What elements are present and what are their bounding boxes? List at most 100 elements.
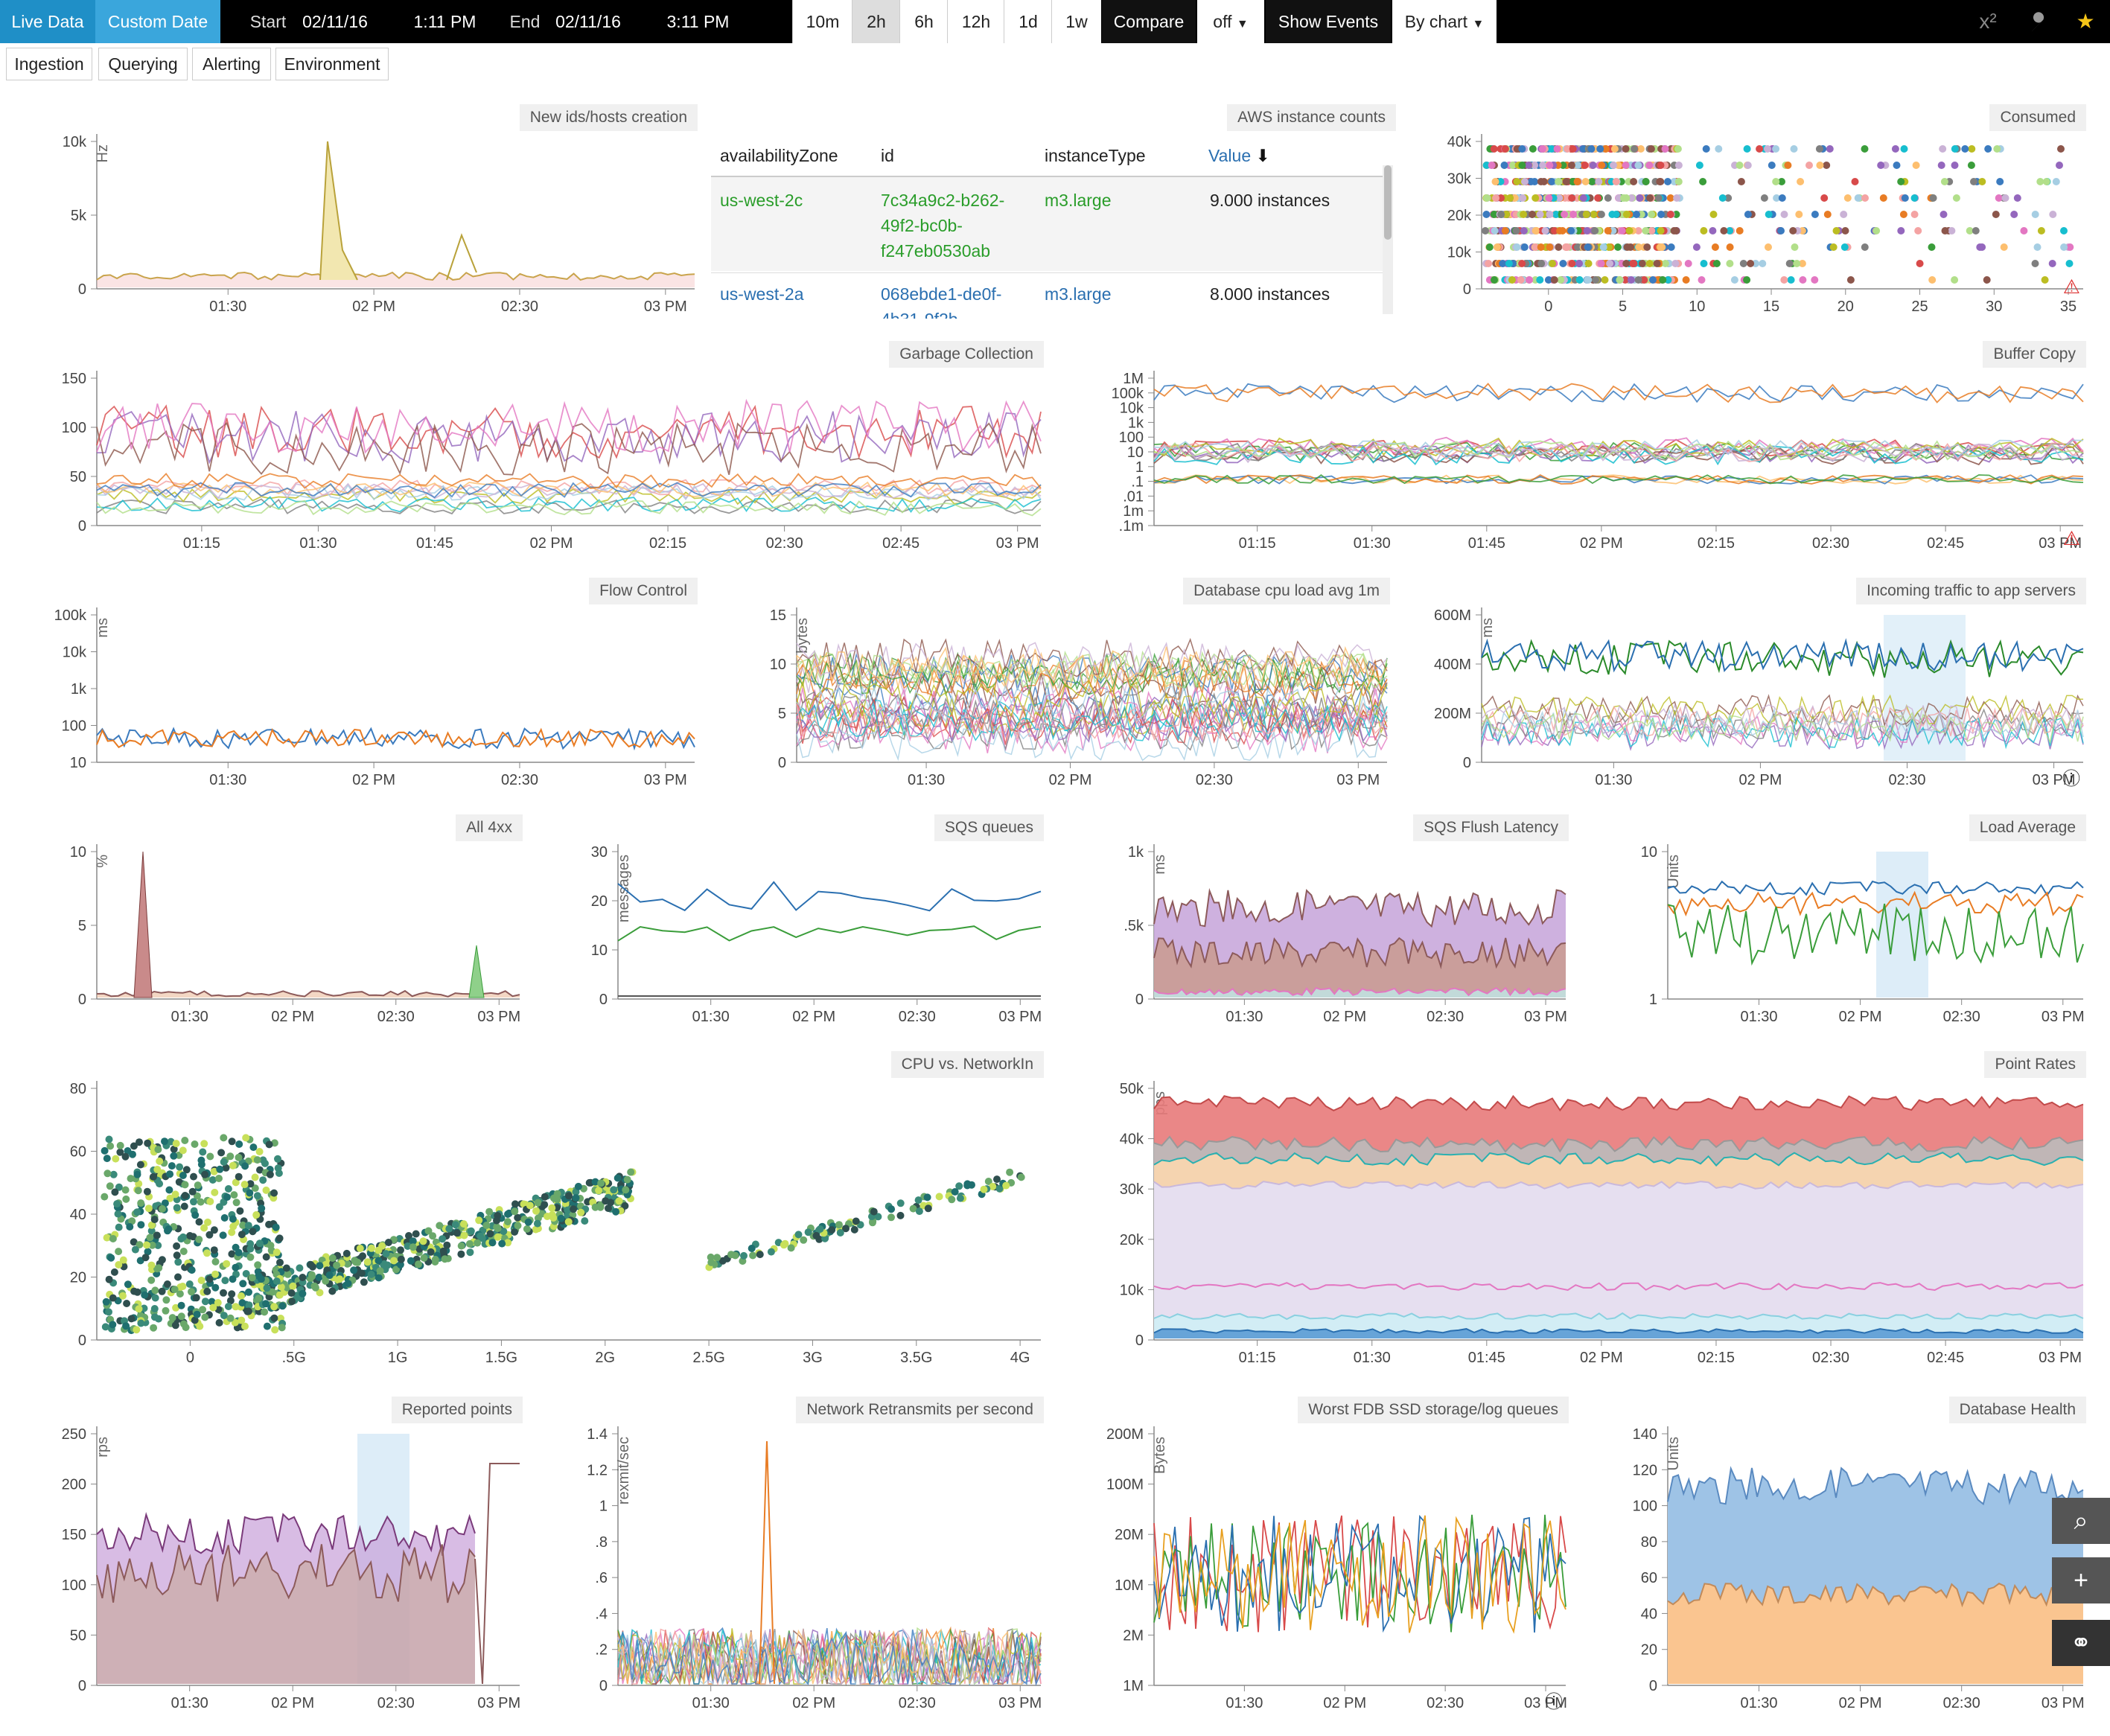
compare-button[interactable]: Compare	[1102, 0, 1196, 43]
chart-fdb-queues[interactable]: 200M 100M 20M 10M 2M 1M Bytes 01:30 02 PM 02:30 03…	[1072, 1397, 1575, 1724]
scatter-point	[287, 1289, 296, 1297]
scatter-point	[2041, 276, 2049, 284]
scatter-point	[541, 1201, 549, 1209]
y-tick-label: 30k	[1447, 171, 1472, 188]
chart-load-average[interactable]: 10 1 Units 01:30 02 PM 02:30 03 PM Load Averag…	[1586, 814, 2092, 1038]
scatter-point	[103, 1169, 112, 1178]
scatter-point	[105, 1135, 113, 1143]
custom-date-button[interactable]: Custom Date	[95, 0, 220, 43]
scatter-point	[1664, 276, 1672, 284]
end-time-field[interactable]: 3:11 PM	[666, 12, 730, 31]
wrench-icon[interactable]	[2019, 0, 2061, 43]
scatter-point	[1674, 145, 1682, 153]
chart-database-health[interactable]: 140 120 100 80 60 40 20 0 Units 01:30 02 PM 02:30 03…	[1586, 1397, 2092, 1724]
search-float-button[interactable]: ⌕	[2052, 1498, 2110, 1544]
scatter-point	[141, 1291, 149, 1299]
chart-network-retransmits[interactable]: 1.4 1.2 1 .8 .6 .4 .2 0 rexmit/sec 01:30 02 PM 02:3…	[536, 1397, 1050, 1724]
compare-select[interactable]: off ▼	[1197, 0, 1264, 43]
column-header[interactable]: availabilityZone	[720, 146, 838, 165]
scatter-point	[1588, 178, 1596, 185]
chart-incoming-traffic[interactable]: 600M 400M 200M 0 ms 01:30 02 PM 02:30 03 PM ⓘ Inc…	[1400, 578, 2092, 801]
group-by-select[interactable]: By chart ▼	[1392, 0, 1497, 43]
chart-sqs-flush-latency[interactable]: 1k .5k 0 ms 01:30 02 PM 02:30 03 PM SQS Flush L…	[1072, 814, 1575, 1038]
column-header[interactable]: instanceType	[1045, 146, 1146, 165]
scatter-point	[119, 1256, 127, 1264]
scatter-point	[1815, 145, 1823, 153]
scatter-point	[1772, 145, 1780, 153]
scatter-point	[1648, 211, 1656, 218]
chart-canvas: 15 10 5 0 bytes 01:30 02 PM 02:30 03 PM	[770, 607, 1388, 788]
y-tick-label: 600M	[1434, 607, 1471, 624]
chart-title: All 4xx	[456, 814, 523, 841]
chart-all-4xx[interactable]: 10 5 0% 01:30 02 PM 02:30 03 PM All 4xx	[15, 814, 529, 1038]
y-tick-label: 0	[78, 281, 86, 298]
chart-buffer-copy[interactable]: 1M 100k 10k 1k 100 10 1.1.01 1m .1m 01:15 01:30 01:…	[1072, 341, 2092, 564]
range-6h[interactable]: 6h	[899, 0, 948, 43]
scatter-point	[235, 1140, 243, 1148]
id-line: 7c34a9c2-b262-	[881, 191, 1005, 210]
chart-db-cpu-load[interactable]: 15 10 5 0 bytes 01:30 02 PM 02:30 03 PM Database…	[715, 578, 1396, 801]
scatter-point	[328, 1287, 337, 1295]
scatter-point	[1778, 194, 1786, 202]
tab-querying[interactable]: Querying	[98, 48, 188, 80]
range-1w[interactable]: 1w	[1051, 0, 1101, 43]
chart-consumed[interactable]: 40k 30k 20k 10k 0 0 5 10 15 20 25 30 35 ⚠ Consumed	[1400, 104, 2092, 328]
live-data-button[interactable]: Live Data	[0, 0, 95, 43]
end-date-field[interactable]: 02/11/16	[555, 12, 621, 31]
show-events-button[interactable]: Show Events	[1266, 0, 1391, 43]
scatter-point	[238, 1299, 246, 1307]
scatter-point	[549, 1214, 558, 1222]
chart-flow-control[interactable]: 100k 10k 1k 100 10 ms 01:30 02 PM 02:30 03 PM Flo…	[15, 578, 704, 801]
range-12h[interactable]: 12h	[947, 0, 1004, 43]
scatter-point	[532, 1207, 540, 1215]
start-time-field[interactable]: 1:11 PM	[413, 12, 476, 31]
column-header-value[interactable]: Value ⬇	[1208, 146, 1270, 166]
series-line	[1481, 638, 2084, 673]
scatter-point	[514, 1222, 522, 1230]
chart-sqs-queues[interactable]: 30 20 10 0 messages 01:30 02 PM 02:30 03 PM SQS …	[536, 814, 1050, 1038]
x-tick-label: 03 PM	[644, 299, 687, 315]
start-date-field[interactable]: 02/11/16	[302, 12, 368, 31]
y-tick-label: 100k	[1112, 386, 1144, 402]
y-tick-label: 40	[1641, 1606, 1657, 1622]
add-float-button[interactable]: +	[2052, 1557, 2110, 1603]
favorite-star-icon[interactable]: ★	[2076, 10, 2095, 33]
scatter-point	[457, 1250, 465, 1258]
scatter-point	[439, 1235, 447, 1243]
chart-new-ids[interactable]: 10k 5k 0 Hz 01:30 02 PM 02:30 03 PM New ids/hos…	[15, 104, 704, 328]
chart-reported-points[interactable]: 250 200 150 100 50 0 rps 01:30 02 PM 02:30 03 PM R…	[15, 1397, 529, 1724]
column-header[interactable]: id	[881, 146, 894, 165]
table-scrollbar[interactable]	[1383, 165, 1393, 314]
scatter-point	[1536, 211, 1544, 218]
y-tick-label: 0	[1463, 755, 1471, 771]
tab-environment[interactable]: Environment	[275, 48, 389, 80]
chart-cpu-vs-networkin[interactable]: 80 60 40 20 0 0 .5G 1G 1.5G 2G 2.5G 3G 3.5G 4G CPU vs…	[15, 1051, 1050, 1379]
scatter-point	[175, 1178, 183, 1186]
tab-alerting[interactable]: Alerting	[192, 48, 271, 80]
link-float-button[interactable]: ⚭	[2052, 1620, 2110, 1666]
table-row[interactable]: us-west-2c 7c34a9c2-b262- 49f2-bc0b-f247e…	[711, 177, 1385, 271]
x2-icon[interactable]: x²	[1979, 10, 1997, 33]
scatter-point	[1555, 178, 1563, 185]
scatter-point	[168, 1162, 176, 1170]
scatter-point	[194, 1181, 202, 1190]
scatter-point	[800, 1236, 808, 1244]
range-2h[interactable]: 2h	[852, 0, 900, 43]
instance-table: availabilityZone id instanceType Value ⬇…	[711, 131, 1396, 319]
scatter-point	[1537, 260, 1546, 267]
scatter-point	[1485, 260, 1493, 267]
scatter-point	[159, 1204, 166, 1213]
scrollbar-thumb[interactable]	[1384, 165, 1392, 240]
chart-canvas: 200M 100M 20M 10M 2M 1M Bytes 01:30 02 PM 02:30 03…	[1106, 1426, 1567, 1712]
chart-garbage-collection[interactable]: 150 100 50 0 01:15 01:30 01:45 02 PM 02:15 02:30 0…	[15, 341, 1050, 564]
table-row[interactable]: us-west-2a 068ebde1-de0f- 4b31-9f2b- m3.l…	[711, 274, 1385, 319]
scatter-point	[1536, 276, 1544, 284]
scatter-point	[374, 1274, 383, 1282]
scatter-point	[1630, 260, 1638, 267]
range-1d[interactable]: 1d	[1004, 0, 1052, 43]
scatter-point	[1893, 162, 1901, 169]
scatter-point	[1616, 276, 1624, 284]
tab-ingestion[interactable]: Ingestion	[6, 48, 92, 80]
range-10m[interactable]: 10m	[792, 0, 852, 43]
